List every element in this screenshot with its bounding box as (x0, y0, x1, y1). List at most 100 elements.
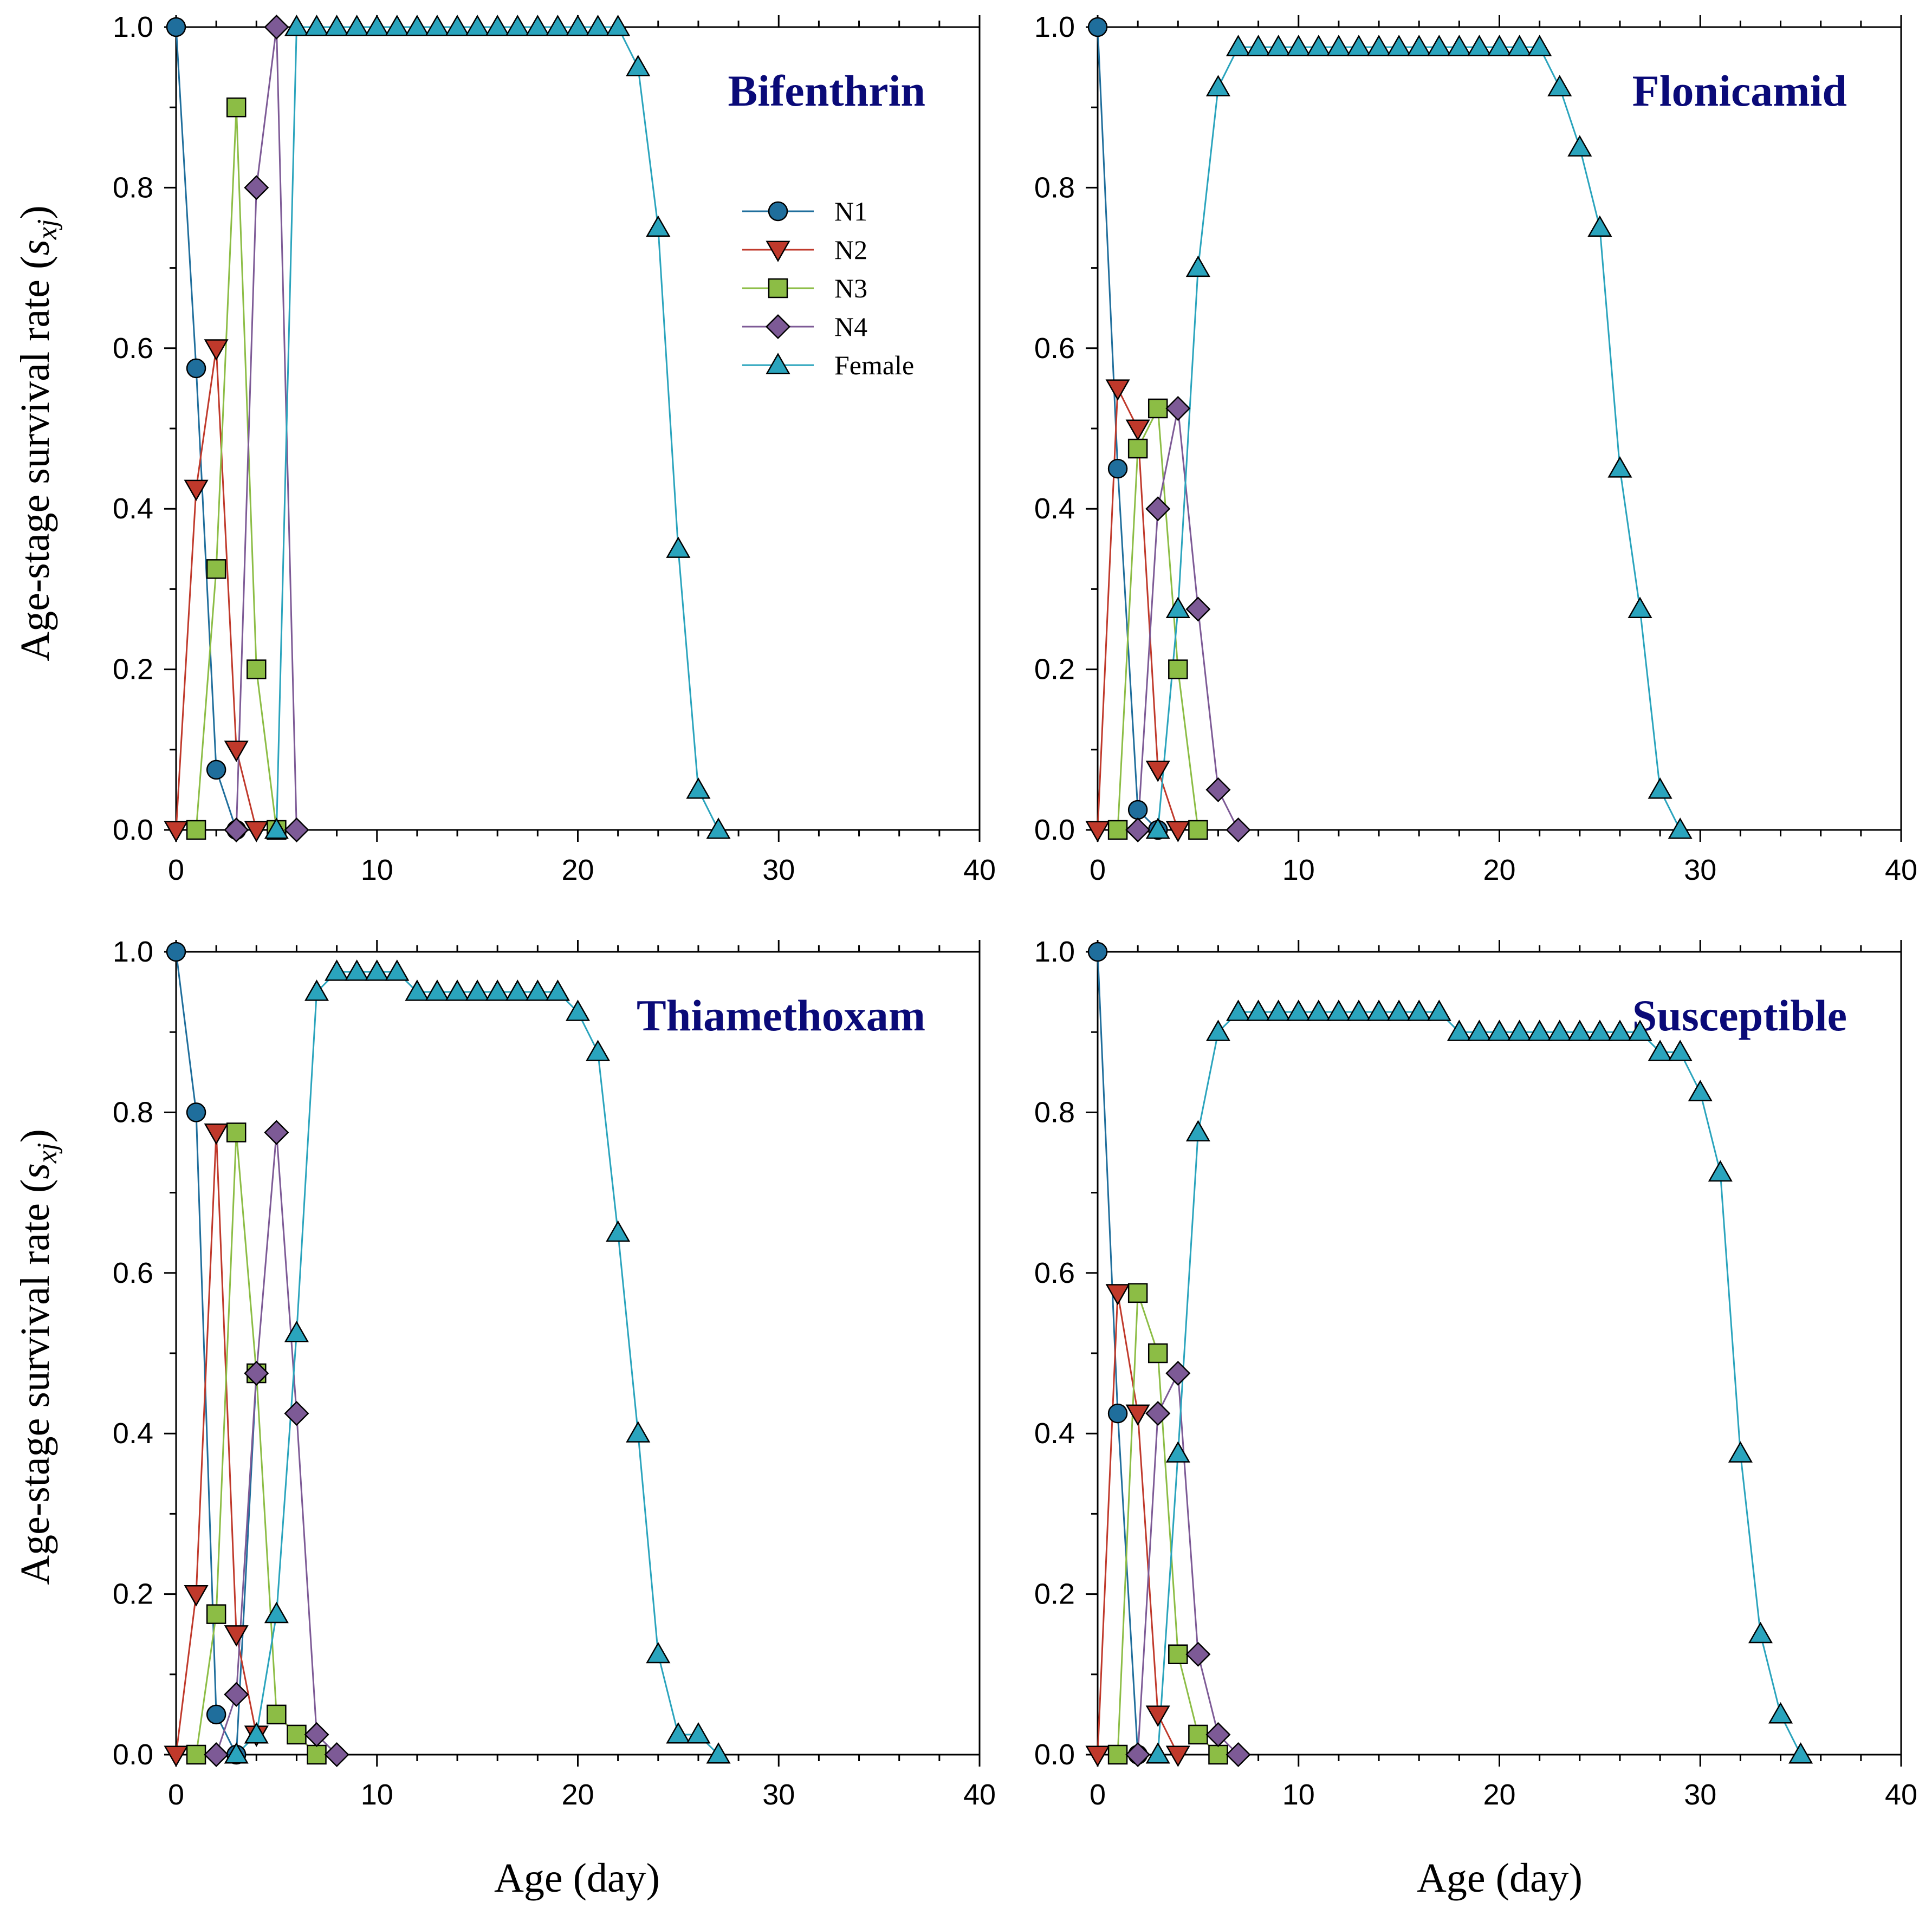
legend-marker-n3 (768, 278, 788, 298)
data-point-n1 (206, 759, 226, 780)
x-tick-label: 0 (168, 854, 184, 886)
data-point-n3 (1147, 1343, 1168, 1364)
data-point-female (365, 959, 390, 981)
data-point-female (224, 1742, 249, 1764)
data-point-n3 (1168, 1644, 1188, 1664)
data-point-n2 (204, 339, 229, 361)
data-point-female (706, 1742, 731, 1764)
data-point-female (1165, 596, 1190, 618)
data-point-female (264, 1601, 289, 1624)
data-point-female (1266, 999, 1291, 1021)
data-point-female (1788, 1742, 1813, 1764)
y-axis-title-top: Age-stage survival rate (sxj) (12, 205, 63, 661)
data-point-n3 (247, 659, 267, 679)
data-point-female (1427, 35, 1451, 56)
data-point-n1 (1087, 942, 1108, 962)
data-point-female (304, 979, 329, 1001)
data-point-n3 (1127, 1283, 1148, 1303)
x-tick-label: 10 (1282, 1778, 1315, 1811)
data-point-female (325, 15, 349, 36)
data-point-female (1145, 817, 1170, 839)
y-tick-label: 0.0 (1034, 1738, 1075, 1771)
y-tick-label: 0.2 (113, 653, 153, 686)
data-point-female (545, 15, 570, 36)
data-point-female (284, 15, 309, 36)
x-tick-label: 0 (1090, 854, 1106, 886)
data-point-female (666, 1722, 691, 1744)
data-point-n2 (164, 821, 189, 842)
data-point-female (425, 979, 450, 1001)
data-point-female (1507, 1020, 1532, 1041)
data-point-female (1326, 999, 1351, 1021)
data-point-n4 (1145, 1401, 1171, 1426)
data-point-female (1467, 1020, 1492, 1041)
data-point-n4 (304, 1722, 329, 1747)
y-tick-label: 1.0 (113, 11, 153, 43)
data-point-n3 (206, 559, 226, 579)
legend-label-n1: N1 (834, 196, 867, 226)
data-point-n2 (184, 479, 209, 502)
data-point-n3 (1188, 820, 1208, 840)
data-point-female (1527, 35, 1552, 56)
x-tick-label: 40 (963, 1778, 996, 1811)
y-tick-label: 0.4 (113, 492, 153, 525)
data-point-female (1226, 999, 1251, 1021)
data-point-female (1648, 1040, 1672, 1061)
data-point-female (1748, 1621, 1773, 1644)
data-point-n3 (186, 820, 206, 840)
panel-title: Flonicamid (1632, 66, 1847, 115)
data-point-female (385, 15, 410, 36)
x-tick-label: 20 (561, 1778, 594, 1811)
data-point-female (1427, 999, 1451, 1021)
panel-title: Thiamethoxam (637, 991, 925, 1040)
y-tick-label: 0.2 (1034, 653, 1075, 686)
x-tick-label: 0 (1090, 1778, 1106, 1811)
data-point-female (1286, 999, 1311, 1021)
data-point-n2 (1085, 821, 1110, 842)
data-point-n3 (226, 97, 247, 118)
data-point-n3 (287, 1724, 307, 1745)
data-point-female (1648, 777, 1672, 799)
legend-label-n2: N2 (834, 235, 867, 265)
data-point-female (1205, 1020, 1231, 1041)
panel-flonicamid: 0 10 20 30 40 0.0 0.2 0.4 0.6 0.8 1.0 Flonicamid (1034, 11, 1917, 886)
data-point-n2 (1085, 1745, 1110, 1767)
data-point-female (1266, 35, 1291, 56)
data-point-n4 (1165, 395, 1191, 421)
y-tick-label: 0.4 (1034, 492, 1075, 525)
x-tick-label: 20 (1483, 1778, 1515, 1811)
x-tick-label: 20 (1483, 854, 1515, 886)
data-point-female (1708, 1160, 1733, 1182)
data-point-n3 (1107, 820, 1128, 840)
data-point-n2 (1125, 1404, 1150, 1426)
data-point-female (1346, 999, 1371, 1021)
data-point-n3 (1168, 659, 1188, 679)
data-point-n3 (1147, 398, 1168, 419)
panel-title: Susceptible (1632, 991, 1847, 1040)
data-point-female (1628, 1020, 1652, 1041)
data-point-female (1326, 35, 1351, 56)
data-point-n4 (1185, 596, 1211, 622)
data-point-n4 (1185, 1641, 1211, 1667)
data-point-female (1507, 35, 1532, 56)
x-tick-label: 30 (1684, 1778, 1716, 1811)
data-point-n4 (1226, 817, 1251, 843)
x-axis-title-right: Age (day) (1417, 1855, 1583, 1901)
data-point-female (1587, 1020, 1612, 1041)
data-point-female (1386, 35, 1411, 56)
legend: N1 N2 N3 N4 Female (742, 196, 914, 380)
data-point-n1 (1127, 800, 1148, 820)
data-point-n4 (224, 817, 249, 843)
data-point-female (284, 1321, 309, 1342)
data-point-n4 (284, 1401, 309, 1426)
data-point-female (1768, 1702, 1793, 1724)
data-point-n4 (1205, 1722, 1231, 1747)
data-point-n2 (1105, 379, 1130, 401)
data-point-female (405, 15, 430, 36)
y-tick-label: 1.0 (1034, 11, 1075, 43)
data-point-n4 (1165, 1361, 1191, 1386)
data-point-n3 (1208, 1744, 1228, 1765)
legend-label-n4: N4 (834, 311, 867, 342)
panel-title: Bifenthrin (728, 66, 925, 115)
data-point-female (646, 215, 671, 237)
